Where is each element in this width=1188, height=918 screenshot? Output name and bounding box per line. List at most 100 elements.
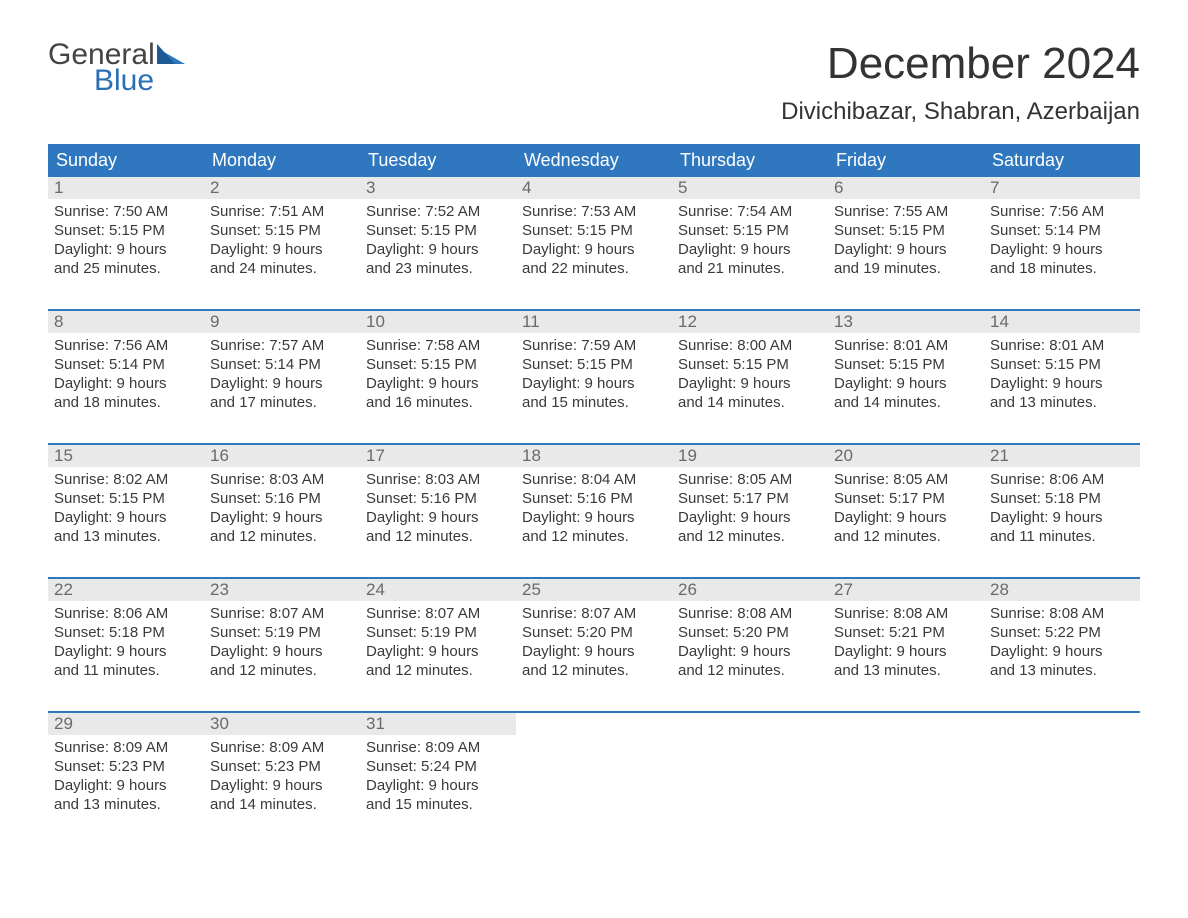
- day-sunset: Sunset: 5:18 PM: [990, 490, 1134, 509]
- day-number: 2: [204, 177, 360, 199]
- day-number: 6: [828, 177, 984, 199]
- day-number: 10: [360, 311, 516, 333]
- week-row: 29Sunrise: 8:09 AMSunset: 5:23 PMDayligh…: [48, 711, 1140, 831]
- day-sunset: Sunset: 5:15 PM: [522, 222, 666, 241]
- day-number: 15: [48, 445, 204, 467]
- day-d2: and 12 minutes.: [366, 662, 510, 681]
- day-sunset: Sunset: 5:16 PM: [210, 490, 354, 509]
- day-cell: 21Sunrise: 8:06 AMSunset: 5:18 PMDayligh…: [984, 445, 1140, 563]
- day-d2: and 16 minutes.: [366, 394, 510, 413]
- day-cell: [984, 713, 1140, 831]
- day-d1: Daylight: 9 hours: [990, 643, 1134, 662]
- day-d1: Daylight: 9 hours: [366, 241, 510, 260]
- day-sunrise: Sunrise: 8:05 AM: [678, 471, 822, 490]
- dow-monday: Monday: [204, 144, 360, 177]
- day-d1: Daylight: 9 hours: [54, 375, 198, 394]
- day-sunrise: Sunrise: 8:07 AM: [210, 605, 354, 624]
- day-cell: 2Sunrise: 7:51 AMSunset: 5:15 PMDaylight…: [204, 177, 360, 295]
- day-cell: 26Sunrise: 8:08 AMSunset: 5:20 PMDayligh…: [672, 579, 828, 697]
- day-d2: and 14 minutes.: [834, 394, 978, 413]
- day-body: Sunrise: 8:04 AMSunset: 5:16 PMDaylight:…: [516, 467, 672, 550]
- day-d1: Daylight: 9 hours: [210, 643, 354, 662]
- day-d2: and 12 minutes.: [210, 528, 354, 547]
- day-d1: Daylight: 9 hours: [522, 375, 666, 394]
- day-d1: Daylight: 9 hours: [678, 241, 822, 260]
- day-sunrise: Sunrise: 8:09 AM: [210, 739, 354, 758]
- day-d2: and 13 minutes.: [54, 528, 198, 547]
- day-sunrise: Sunrise: 7:54 AM: [678, 203, 822, 222]
- day-d2: and 14 minutes.: [210, 796, 354, 815]
- day-d1: Daylight: 9 hours: [522, 509, 666, 528]
- weeks-container: 1Sunrise: 7:50 AMSunset: 5:15 PMDaylight…: [48, 177, 1140, 831]
- day-sunrise: Sunrise: 8:09 AM: [366, 739, 510, 758]
- day-cell: 8Sunrise: 7:56 AMSunset: 5:14 PMDaylight…: [48, 311, 204, 429]
- dow-friday: Friday: [828, 144, 984, 177]
- day-d1: Daylight: 9 hours: [54, 777, 198, 796]
- logo: General Blue: [48, 40, 185, 96]
- day-number: 28: [984, 579, 1140, 601]
- day-body: Sunrise: 7:59 AMSunset: 5:15 PMDaylight:…: [516, 333, 672, 416]
- day-number: 30: [204, 713, 360, 735]
- day-number: 29: [48, 713, 204, 735]
- day-d1: Daylight: 9 hours: [210, 777, 354, 796]
- day-d2: and 17 minutes.: [210, 394, 354, 413]
- day-sunset: Sunset: 5:14 PM: [210, 356, 354, 375]
- day-d1: Daylight: 9 hours: [210, 375, 354, 394]
- day-d2: and 12 minutes.: [522, 662, 666, 681]
- day-sunrise: Sunrise: 8:09 AM: [54, 739, 198, 758]
- day-body: Sunrise: 8:05 AMSunset: 5:17 PMDaylight:…: [672, 467, 828, 550]
- day-cell: 27Sunrise: 8:08 AMSunset: 5:21 PMDayligh…: [828, 579, 984, 697]
- day-d1: Daylight: 9 hours: [990, 375, 1134, 394]
- day-cell: 10Sunrise: 7:58 AMSunset: 5:15 PMDayligh…: [360, 311, 516, 429]
- day-d2: and 13 minutes.: [990, 662, 1134, 681]
- day-cell: 22Sunrise: 8:06 AMSunset: 5:18 PMDayligh…: [48, 579, 204, 697]
- day-sunset: Sunset: 5:15 PM: [54, 490, 198, 509]
- day-sunrise: Sunrise: 7:57 AM: [210, 337, 354, 356]
- day-number: 16: [204, 445, 360, 467]
- day-sunrise: Sunrise: 8:02 AM: [54, 471, 198, 490]
- day-number: 5: [672, 177, 828, 199]
- day-body: Sunrise: 7:53 AMSunset: 5:15 PMDaylight:…: [516, 199, 672, 282]
- day-sunset: Sunset: 5:15 PM: [834, 356, 978, 375]
- day-cell: [516, 713, 672, 831]
- day-d2: and 21 minutes.: [678, 260, 822, 279]
- day-sunrise: Sunrise: 8:03 AM: [210, 471, 354, 490]
- dow-saturday: Saturday: [984, 144, 1140, 177]
- day-number: 19: [672, 445, 828, 467]
- day-sunset: Sunset: 5:14 PM: [990, 222, 1134, 241]
- day-body: Sunrise: 8:08 AMSunset: 5:21 PMDaylight:…: [828, 601, 984, 684]
- week-row: 22Sunrise: 8:06 AMSunset: 5:18 PMDayligh…: [48, 577, 1140, 697]
- day-body: Sunrise: 8:09 AMSunset: 5:24 PMDaylight:…: [360, 735, 516, 818]
- day-number: 14: [984, 311, 1140, 333]
- day-sunrise: Sunrise: 7:59 AM: [522, 337, 666, 356]
- day-sunrise: Sunrise: 8:01 AM: [990, 337, 1134, 356]
- day-body: Sunrise: 8:08 AMSunset: 5:20 PMDaylight:…: [672, 601, 828, 684]
- day-cell: 25Sunrise: 8:07 AMSunset: 5:20 PMDayligh…: [516, 579, 672, 697]
- day-number: 9: [204, 311, 360, 333]
- day-cell: 16Sunrise: 8:03 AMSunset: 5:16 PMDayligh…: [204, 445, 360, 563]
- day-d1: Daylight: 9 hours: [366, 643, 510, 662]
- calendar-page: General Blue December 2024 Divichibazar,…: [0, 0, 1188, 918]
- day-sunrise: Sunrise: 8:06 AM: [54, 605, 198, 624]
- month-title: December 2024: [781, 40, 1140, 88]
- day-number: 7: [984, 177, 1140, 199]
- day-body: Sunrise: 7:52 AMSunset: 5:15 PMDaylight:…: [360, 199, 516, 282]
- day-number: 8: [48, 311, 204, 333]
- day-body: Sunrise: 8:01 AMSunset: 5:15 PMDaylight:…: [828, 333, 984, 416]
- day-d1: Daylight: 9 hours: [366, 777, 510, 796]
- day-sunrise: Sunrise: 8:08 AM: [990, 605, 1134, 624]
- day-d2: and 12 minutes.: [678, 662, 822, 681]
- day-sunset: Sunset: 5:23 PM: [210, 758, 354, 777]
- day-d2: and 12 minutes.: [210, 662, 354, 681]
- day-d1: Daylight: 9 hours: [834, 643, 978, 662]
- title-block: December 2024 Divichibazar, Shabran, Aze…: [781, 40, 1140, 126]
- day-number: 13: [828, 311, 984, 333]
- location-subtitle: Divichibazar, Shabran, Azerbaijan: [781, 98, 1140, 126]
- day-d2: and 19 minutes.: [834, 260, 978, 279]
- day-d2: and 12 minutes.: [522, 528, 666, 547]
- day-body: Sunrise: 7:58 AMSunset: 5:15 PMDaylight:…: [360, 333, 516, 416]
- day-d1: Daylight: 9 hours: [522, 643, 666, 662]
- day-cell: 1Sunrise: 7:50 AMSunset: 5:15 PMDaylight…: [48, 177, 204, 295]
- day-number: 17: [360, 445, 516, 467]
- day-body: Sunrise: 7:57 AMSunset: 5:14 PMDaylight:…: [204, 333, 360, 416]
